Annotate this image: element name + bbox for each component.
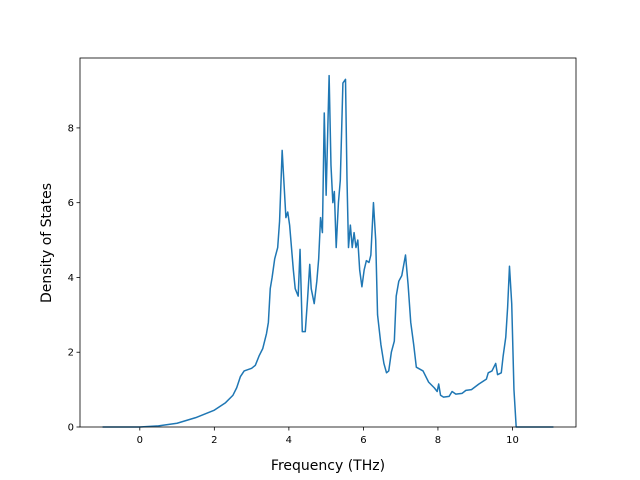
- y-axis-label: Density of States: [39, 183, 55, 303]
- line: [102, 74, 554, 428]
- x-tick-label: 2: [211, 435, 217, 446]
- x-tick-label: 4: [286, 435, 292, 446]
- x-axis-label: Frequency (THz): [271, 458, 385, 474]
- y-tick-label: 6: [68, 198, 74, 209]
- y-tick-label: 8: [68, 123, 74, 134]
- x-tick-label: 10: [506, 435, 519, 446]
- x-tick-label: 0: [137, 435, 143, 446]
- y-tick-label: 4: [68, 273, 74, 284]
- y-tick-label: 2: [68, 348, 74, 359]
- x-tick-label: 8: [435, 435, 441, 446]
- y-tick-label: 0: [68, 423, 74, 434]
- x-tick-label: 6: [360, 435, 366, 446]
- plot-frame: [79, 57, 577, 428]
